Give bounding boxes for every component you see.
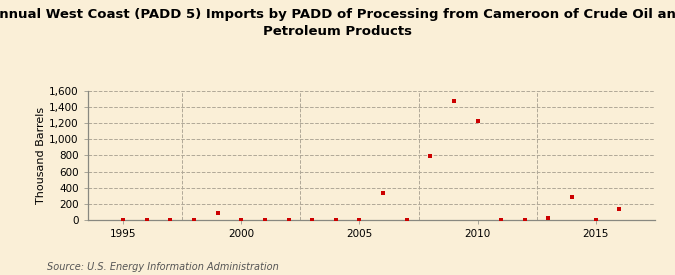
Point <box>590 218 601 222</box>
Y-axis label: Thousand Barrels: Thousand Barrels <box>36 107 47 204</box>
Point <box>472 119 483 124</box>
Point <box>378 191 389 196</box>
Point <box>354 218 364 222</box>
Text: Annual West Coast (PADD 5) Imports by PADD of Processing from Cameroon of Crude : Annual West Coast (PADD 5) Imports by PA… <box>0 8 675 38</box>
Point <box>212 211 223 215</box>
Point <box>448 99 459 103</box>
Point <box>259 218 270 222</box>
Point <box>520 218 531 222</box>
Point <box>401 218 412 222</box>
Point <box>543 215 554 220</box>
Point <box>331 218 341 222</box>
Point <box>614 207 625 211</box>
Point <box>284 218 294 222</box>
Point <box>165 218 176 222</box>
Point <box>188 218 200 222</box>
Point <box>566 194 577 199</box>
Point <box>117 218 128 222</box>
Point <box>495 218 506 222</box>
Point <box>142 218 153 222</box>
Point <box>306 218 317 222</box>
Text: Source: U.S. Energy Information Administration: Source: U.S. Energy Information Administ… <box>47 262 279 272</box>
Point <box>236 218 247 222</box>
Point <box>425 154 436 158</box>
